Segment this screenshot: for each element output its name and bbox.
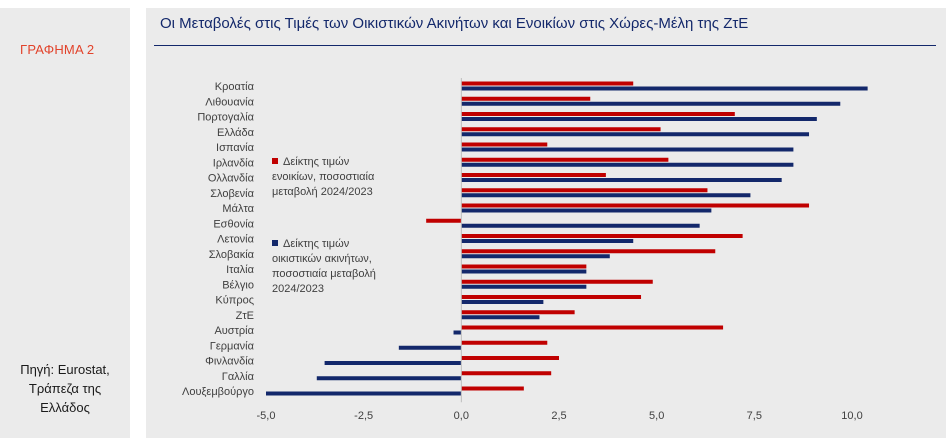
- category-label: Λετονία: [217, 234, 255, 246]
- category-label: Ιταλία: [226, 264, 255, 276]
- title-divider: [154, 45, 936, 46]
- house-bar: [461, 162, 794, 167]
- rent-bar: [461, 127, 661, 132]
- x-tick-label: 0,0: [454, 410, 469, 422]
- category-label: Ολλανδία: [208, 173, 255, 185]
- house-bar: [461, 300, 544, 304]
- house-bar: [461, 132, 810, 137]
- house-bar: [266, 391, 462, 396]
- category-label: Κύπρος: [215, 295, 254, 307]
- rent-bar: [461, 234, 743, 238]
- category-label: Λιθουανία: [205, 96, 254, 108]
- rent-bar: [461, 96, 591, 101]
- category-label: Λουξεμβούργο: [182, 386, 254, 398]
- house-bar: [461, 193, 751, 198]
- rent-bar: [461, 371, 552, 376]
- rent-bar: [461, 279, 653, 284]
- x-tick-label: 2,5: [551, 410, 566, 422]
- house-bar: [461, 315, 540, 320]
- figure-label: ΓΡΑΦΗΜΑ 2: [20, 42, 95, 57]
- category-label: Βέλγιο: [222, 279, 254, 291]
- legend-house-swatch: [272, 240, 278, 246]
- house-bar: [461, 178, 782, 182]
- legend-house: Δείκτης τιμών οικιστικών ακινήτων, ποσοσ…: [272, 237, 422, 297]
- house-bar: [461, 208, 712, 213]
- category-label: Ελλάδα: [217, 127, 255, 139]
- rent-bar: [461, 142, 548, 147]
- rent-bar: [461, 340, 548, 345]
- category-label: Ισπανία: [216, 142, 255, 154]
- x-tick-label: 7,5: [747, 410, 762, 422]
- rent-bar: [461, 188, 708, 193]
- legend-rent-swatch: [272, 158, 278, 164]
- legend-house-text: Δείκτης τιμών: [283, 238, 350, 250]
- rent-bar: [461, 295, 642, 299]
- house-bar: [461, 269, 587, 274]
- category-label: Σλοβενία: [210, 188, 254, 200]
- legend-house-text: ποσοστιαία μεταβολή: [272, 268, 376, 280]
- legend-rent: Δείκτης τιμών ενοικίων, ποσοστιαία μεταβ…: [272, 155, 422, 200]
- category-label: Μάλτα: [222, 203, 254, 215]
- rent-bar: [461, 264, 587, 269]
- source-note: Πηγή: Eurostat, Τράπεζα της Ελλάδος: [0, 360, 130, 417]
- rent-bar: [461, 249, 716, 254]
- house-bar: [461, 147, 794, 152]
- source-line: Τράπεζα της: [28, 381, 102, 396]
- house-bar: [453, 330, 462, 335]
- rent-bar: [461, 325, 724, 330]
- house-bar: [461, 284, 587, 289]
- source-line: Ελλάδος: [40, 400, 90, 415]
- chart-title: Οι Μεταβολές στις Τιμές των Οικιστικών Α…: [160, 15, 749, 32]
- x-tick-label: -5,0: [257, 410, 276, 422]
- category-label: Αυστρία: [214, 325, 254, 337]
- legend-house-text: 2024/2023: [272, 283, 324, 295]
- category-label: Γερμανία: [210, 340, 255, 352]
- house-bar: [324, 361, 462, 365]
- rent-bar: [461, 386, 524, 391]
- left-panel: ΓΡΑΦΗΜΑ 2 Πηγή: Eurostat, Τράπεζα της Ελ…: [0, 8, 130, 438]
- rent-bar: [461, 112, 735, 116]
- house-bar: [461, 223, 700, 228]
- legend-rent-text: μεταβολή 2024/2023: [272, 186, 373, 198]
- legend-rent-text: ενοικίων, ποσοστιαία: [272, 171, 375, 183]
- bar-chart: Κροατία Λιθουανία Πορτογαλία Ελλάδα Ισπανία Ι…: [182, 78, 868, 422]
- rent-bar: [461, 310, 575, 315]
- category-label: Κροατία: [215, 81, 255, 93]
- house-bar: [398, 345, 462, 350]
- x-tick-label: 5,0: [649, 410, 664, 422]
- legend-house-text: οικιστικών ακινήτων,: [272, 253, 372, 265]
- rent-bar: [461, 81, 634, 86]
- house-bar: [461, 101, 841, 106]
- house-bar: [461, 86, 868, 91]
- category-label: Φινλανδία: [205, 356, 254, 368]
- category-label: ΖτΕ: [236, 310, 254, 322]
- rent-bar: [461, 356, 559, 360]
- house-bar: [461, 117, 817, 121]
- category-label: Σλοβακία: [209, 249, 255, 261]
- source-line: Πηγή: Eurostat,: [20, 362, 110, 377]
- category-label: Ιρλανδία: [213, 157, 255, 169]
- category-label: Πορτογαλία: [197, 112, 254, 124]
- rent-bar: [426, 218, 462, 223]
- category-label: Εσθονία: [213, 218, 254, 230]
- x-tick-label: -2,5: [354, 410, 373, 422]
- x-tick-label: 10,0: [841, 410, 862, 422]
- legend-rent-text: Δείκτης τιμών: [283, 156, 350, 168]
- rent-bar: [461, 203, 810, 208]
- house-bar: [461, 254, 610, 259]
- chart-panel: Οι Μεταβολές στις Τιμές των Οικιστικών Α…: [146, 8, 946, 438]
- house-bar: [316, 376, 462, 381]
- house-bar: [461, 239, 634, 243]
- rent-bar: [461, 157, 669, 162]
- rent-bar: [461, 173, 606, 177]
- category-label: Γαλλία: [222, 371, 255, 383]
